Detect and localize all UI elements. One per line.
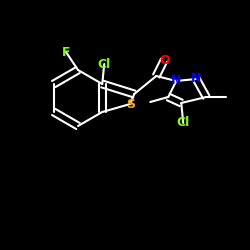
Text: N: N (171, 74, 181, 88)
Text: F: F (62, 46, 70, 59)
Text: S: S (126, 98, 135, 110)
Text: N: N (191, 72, 202, 86)
Text: Cl: Cl (176, 116, 190, 130)
Text: Cl: Cl (98, 58, 111, 70)
Text: O: O (159, 54, 170, 66)
